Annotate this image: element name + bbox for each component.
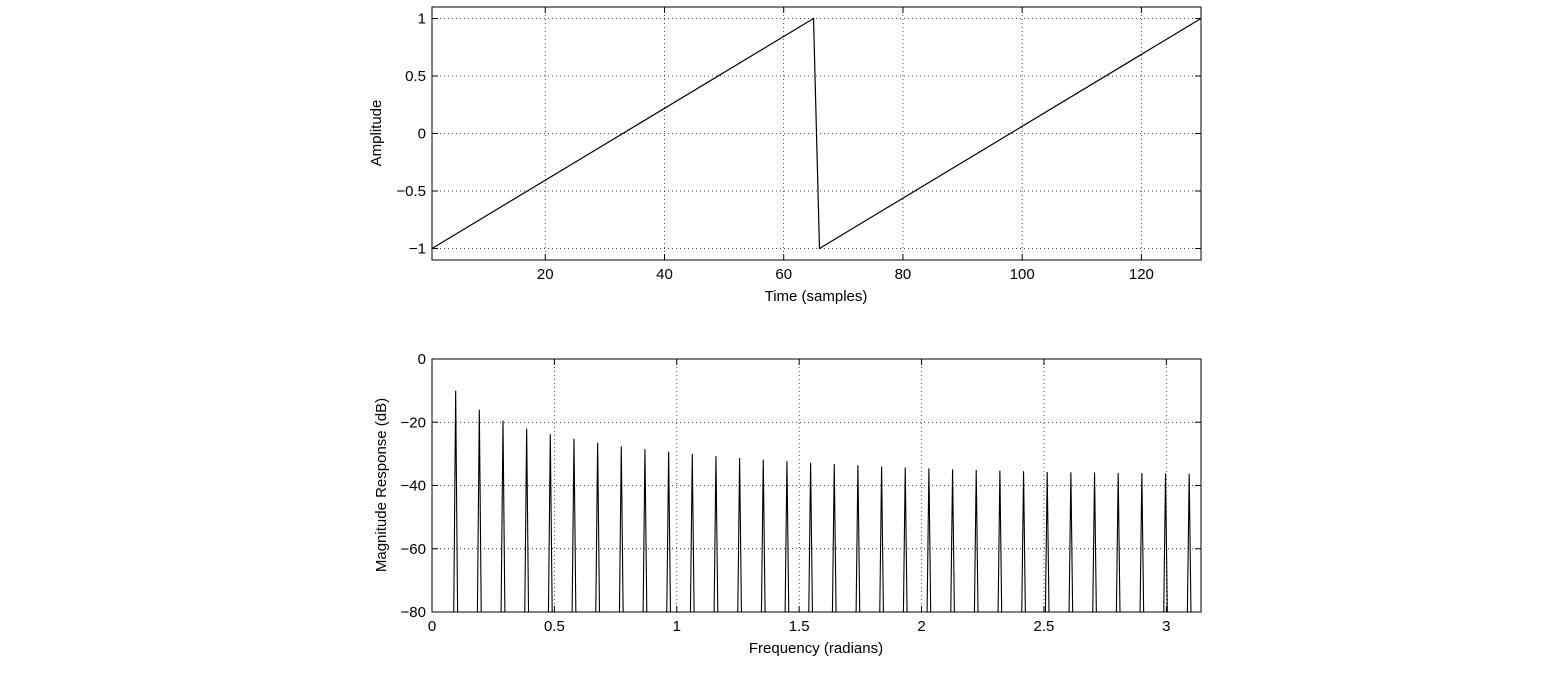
x-tick-label: 100 (1010, 266, 1035, 283)
y-tick-label: 1 (418, 11, 426, 28)
frequency-plot-xlabel: Frequency (radians) (749, 640, 883, 657)
frequency-plot-ylabel: Magnitude Response (dB) (373, 398, 390, 572)
x-tick-label: 0.5 (544, 618, 565, 635)
y-tick-label: −80 (401, 604, 426, 621)
time-plot-ylabel: Amplitude (368, 100, 385, 167)
x-tick-label: 1 (673, 618, 681, 635)
x-tick-label: 2 (917, 618, 925, 635)
time-plot-series (431, 17, 1202, 250)
x-tick-label: 0 (428, 618, 436, 635)
frequency-plot-ticks: 0 0.5 1 1.5 2 2.5 3 −80 −60 −40 −20 0 (401, 351, 1201, 635)
frequency-domain-plot: 0 0.5 1 1.5 2 2.5 3 −80 −60 −40 −20 0 Frequency (ra… (373, 351, 1202, 657)
magnitude-response-group (453, 390, 1192, 612)
y-tick-label: −40 (401, 478, 426, 495)
y-tick-label: −0.5 (396, 183, 426, 200)
y-tick-label: −60 (401, 541, 426, 558)
frequency-plot-grid (432, 359, 1201, 612)
y-tick-label: 0.5 (405, 68, 426, 85)
x-tick-label: 120 (1129, 266, 1154, 283)
y-tick-label: −20 (401, 414, 426, 431)
x-tick-label: 1.5 (789, 618, 810, 635)
y-tick-label: −1 (409, 241, 426, 258)
x-tick-label: 20 (537, 266, 554, 283)
x-tick-label: 40 (656, 266, 673, 283)
frequency-plot-series (453, 390, 1192, 612)
time-domain-plot: 20 40 60 80 100 120 −1 −0.5 0 0.5 1 Time (samples)… (368, 6, 1202, 305)
magnitude-response-line (453, 390, 1192, 612)
x-tick-label: 80 (895, 266, 912, 283)
time-plot-xlabel: Time (samples) (765, 288, 868, 305)
x-tick-label: 3 (1162, 618, 1170, 635)
x-tick-label: 60 (775, 266, 792, 283)
time-plot-ticks: 20 40 60 80 100 120 −1 −0.5 0 0.5 1 (396, 7, 1201, 283)
sawtooth-waveform-line (431, 17, 1202, 250)
y-tick-label: 0 (418, 126, 426, 143)
y-tick-label: 0 (418, 351, 426, 368)
x-tick-label: 2.5 (1034, 618, 1055, 635)
